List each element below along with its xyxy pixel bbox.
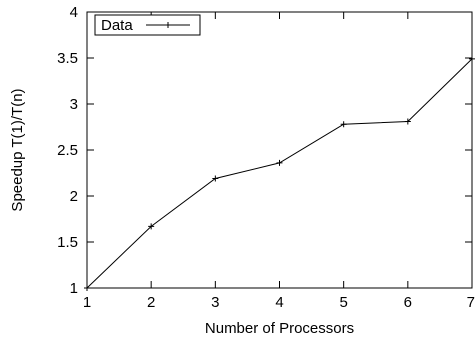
legend-marker [165,22,171,28]
y-tick-label: 3 [70,96,78,113]
x-axis-ticks: 1 2 3 4 5 6 7 [83,12,475,311]
data-point-marker [276,159,283,166]
x-tick-label: 3 [211,294,219,311]
data-point-marker [469,55,475,62]
plot-frame [86,11,473,289]
x-tick-label: 1 [83,294,91,311]
data-point-marker [148,223,155,230]
x-tick-label: 4 [275,294,283,311]
y-tick-label: 4 [70,4,78,21]
y-tick-label: 3.5 [57,50,78,67]
y-axis-label: Speedup T(1)/T(n) [9,88,26,211]
y-tick-label: 2.5 [57,142,78,159]
series-group [84,55,475,291]
data-point-marker [84,285,90,291]
x-tick-label: 6 [404,294,412,311]
y-tick-label: 1.5 [57,234,78,251]
data-point-marker [212,175,219,182]
x-axis-label: Number of Processors [205,320,354,337]
legend: Data [94,14,201,36]
data-point-marker [340,121,347,128]
x-tick-label: 7 [467,294,475,311]
legend-label-data: Data [101,17,133,34]
y-tick-label: 2 [70,188,78,205]
x-tick-label: 2 [147,294,155,311]
y-axis-ticks: 1 1.5 2 2.5 3 3.5 4 [57,4,472,297]
y-tick-label: 1 [70,280,78,297]
series-line [86,58,473,289]
x-tick-label: 5 [339,294,347,311]
data-point-marker [404,118,411,125]
